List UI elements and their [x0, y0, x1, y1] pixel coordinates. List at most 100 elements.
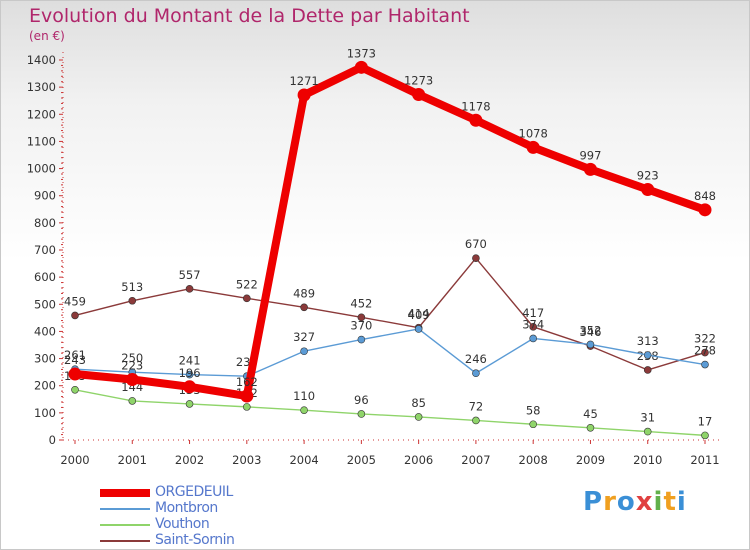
y-tick-label: 700: [34, 243, 56, 257]
data-label: 110: [293, 389, 315, 403]
data-point: [641, 182, 655, 196]
y-tick-label: 900: [34, 189, 56, 203]
data-point: [472, 416, 480, 425]
unit-label: (en €): [29, 29, 65, 43]
legend-swatch-orgedeuil: [100, 489, 150, 497]
data-label: 223: [121, 358, 143, 372]
series-saint-sornin: 459513557522489452414670417346258322: [64, 237, 716, 374]
logo-letter: r: [603, 487, 617, 517]
data-label: 370: [350, 319, 372, 333]
y-tick-label: 800: [34, 216, 56, 230]
logo-letter: i: [653, 487, 664, 517]
data-label: 557: [179, 268, 201, 282]
data-point: [586, 423, 595, 432]
data-point: [357, 313, 366, 322]
legend-label-vouthon: Vouthon: [155, 516, 210, 532]
data-point: [643, 351, 652, 359]
logo-letter: P: [583, 487, 604, 517]
data-point: [698, 203, 712, 217]
data-label: 278: [694, 344, 716, 358]
data-point: [529, 334, 537, 343]
y-tick-label: 500: [34, 297, 56, 311]
data-point: [297, 88, 311, 102]
data-label: 162: [236, 375, 258, 389]
series-line-montbron: [74, 328, 706, 377]
y-tick-label: 1100: [27, 134, 56, 148]
logo-letter: i: [676, 487, 687, 517]
data-point: [243, 403, 251, 411]
legend-label-orgedeuil: ORGEDEUIL: [155, 484, 233, 500]
data-label: 374: [522, 317, 544, 331]
data-label: 17: [698, 414, 713, 428]
y-tick-label: 1400: [27, 53, 56, 67]
data-label: 72: [469, 399, 484, 413]
x-tick-label: 2010: [633, 453, 662, 467]
data-point: [529, 420, 537, 429]
legend-swatch-saint-sornin: [100, 540, 150, 542]
data-label: 409: [408, 308, 430, 322]
x-tick-label: 2000: [60, 453, 89, 467]
series-line-saint-sornin: [74, 257, 706, 371]
data-label: 670: [465, 237, 487, 251]
proxiti-logo: Proxiti: [583, 487, 687, 517]
data-point: [414, 325, 423, 333]
y-tick-label: 1000: [27, 162, 56, 176]
y-tick-label: 200: [34, 379, 56, 393]
data-label: 414: [408, 307, 430, 321]
data-point: [529, 323, 537, 331]
y-tick-label: 100: [34, 406, 56, 420]
data-point: [68, 367, 82, 381]
data-label: 1178: [461, 99, 490, 113]
data-point: [300, 347, 308, 356]
data-point: [643, 427, 652, 436]
data-label: 352: [579, 323, 601, 337]
data-point: [300, 406, 308, 414]
y-tick-label: 600: [34, 270, 56, 284]
data-label: 346: [579, 325, 601, 339]
data-point: [71, 311, 79, 320]
data-point: [240, 389, 254, 403]
data-label: 848: [694, 189, 716, 203]
data-label: 513: [121, 280, 143, 294]
legend-swatch-montbron: [100, 508, 150, 510]
data-label: 1273: [404, 73, 433, 87]
data-point: [472, 369, 480, 378]
data-point: [586, 340, 595, 349]
legend-label-saint-sornin: Saint-Sornin: [155, 532, 235, 548]
data-point: [357, 410, 366, 418]
series-line-orgedeuil: [71, 63, 709, 401]
data-point: [300, 303, 308, 312]
x-tick-label: 2011: [690, 453, 719, 467]
legend-swatch-vouthon: [100, 524, 150, 526]
data-label: 196: [179, 366, 201, 380]
data-point: [701, 348, 709, 357]
data-label: 31: [640, 411, 655, 425]
data-point: [701, 431, 709, 440]
data-label: 45: [583, 407, 598, 421]
data-point: [701, 360, 709, 369]
logo-letter: o: [616, 487, 636, 517]
data-label: 85: [411, 396, 426, 410]
data-point: [412, 87, 426, 101]
logo-letter: x: [635, 487, 654, 517]
data-label: 1271: [289, 74, 318, 88]
x-tick-label: 2001: [118, 453, 147, 467]
series-orgedeuil: 243 223 196 162 1271 1373 1273 1178 1078 997 923 84…: [64, 46, 716, 403]
series-line-vouthon: [74, 389, 706, 437]
legend-label-montbron: Montbron: [155, 500, 218, 516]
data-point: [128, 397, 137, 405]
y-tick-label: 300: [34, 352, 56, 366]
data-point: [128, 296, 137, 305]
data-point: [414, 413, 423, 421]
data-point: [354, 60, 368, 74]
data-label: 452: [350, 296, 372, 310]
data-point: [469, 113, 483, 127]
x-tick-label: 2004: [289, 453, 318, 467]
x-tick-label: 2006: [404, 453, 433, 467]
y-tick-label: 0: [49, 433, 56, 447]
data-label: 522: [236, 277, 258, 291]
data-label: 459: [64, 294, 86, 308]
